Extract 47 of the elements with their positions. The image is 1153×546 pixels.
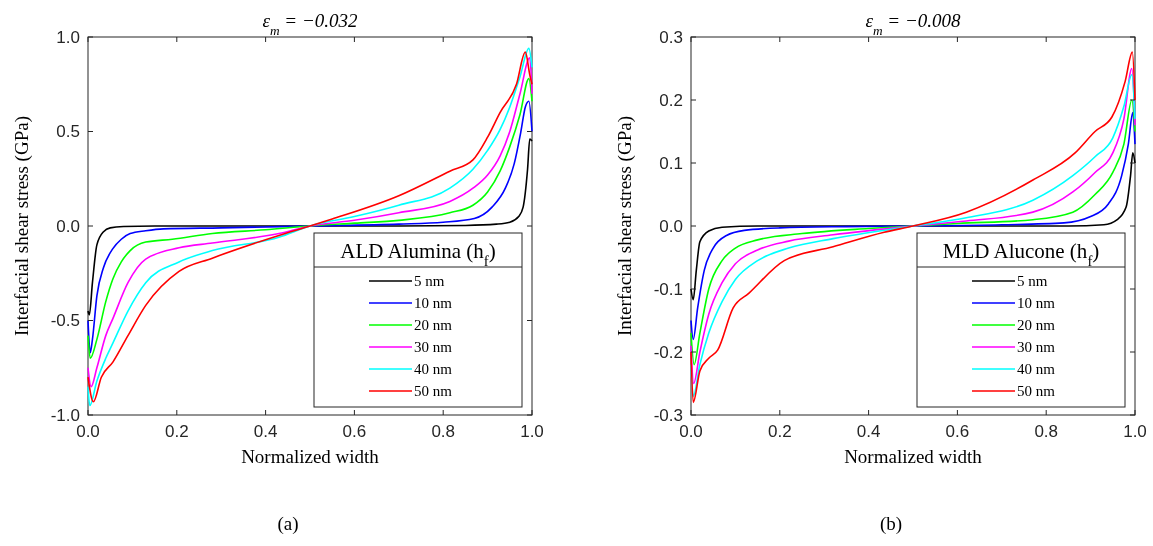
y-tick-label: 0.0 — [56, 216, 80, 236]
x-tick-label: 0.4 — [253, 422, 278, 441]
x-tick-label: 0.2 — [767, 422, 792, 441]
legend-label: 20 nm — [414, 317, 453, 334]
chart-title: ε$_{m}$ = −0.032 — [262, 10, 358, 38]
y-tick-label: -0.5 — [50, 311, 80, 331]
y-tick-label: 0.5 — [56, 122, 80, 142]
legend-label: 40 nm — [414, 361, 453, 378]
x-axis-title: Normalized width — [241, 446, 380, 467]
x-tick-label: 1.0 — [520, 422, 544, 441]
legend-label: 10 nm — [414, 295, 453, 312]
x-tick-label: 0.6 — [945, 422, 970, 441]
legend-title: ALD Alumina (h$_{f}$) — [340, 239, 496, 269]
legend-label: 20 nm — [1017, 317, 1056, 334]
x-tick-label: 0.4 — [856, 422, 881, 441]
x-axis-title: Normalized width — [844, 446, 983, 467]
x-tick-label: 0.2 — [164, 422, 189, 441]
line-series — [87, 138, 533, 316]
text: (a) — [277, 513, 299, 535]
legend-label: 50 nm — [1017, 383, 1056, 400]
y-tick-label: 0.1 — [659, 153, 683, 173]
legend-label: 5 nm — [414, 273, 445, 290]
x-tick-label: 1.0 — [1123, 422, 1147, 441]
text: (b) — [879, 513, 903, 535]
x-tick-label: 0.6 — [342, 422, 367, 441]
y-tick-label: 0.3 — [659, 27, 683, 47]
x-tick-label: 0.8 — [431, 422, 456, 441]
y-axis-title: Interfacial shear stress (GPa) — [11, 116, 33, 336]
legend-label: 40 nm — [1017, 361, 1056, 378]
legend-title: MLD Alucone (h$_{f}$) — [942, 239, 1100, 269]
x-tick-label: 0.0 — [679, 422, 703, 441]
x-tick-label: 0.0 — [76, 422, 100, 441]
legend-label: 50 nm — [414, 383, 453, 400]
y-tick-label: 0.2 — [659, 90, 683, 110]
x-tick-label: 0.8 — [1034, 422, 1059, 441]
y-tick-label: -0.3 — [653, 405, 683, 425]
legend-label: 30 nm — [1017, 339, 1056, 356]
legend-label: 30 nm — [414, 339, 453, 356]
y-tick-label: -1.0 — [50, 405, 80, 425]
y-tick-label: 1.0 — [56, 27, 80, 47]
y-axis-title: Interfacial shear stress (GPa) — [614, 116, 636, 336]
legend-label: 10 nm — [1017, 295, 1056, 312]
legend-label: 5 nm — [1017, 273, 1048, 290]
y-tick-label: 0.0 — [659, 216, 683, 236]
chart-title: ε$_{m}$ = −0.008 — [865, 10, 961, 38]
y-tick-label: -0.2 — [653, 342, 683, 362]
y-tick-label: -0.1 — [653, 279, 683, 299]
